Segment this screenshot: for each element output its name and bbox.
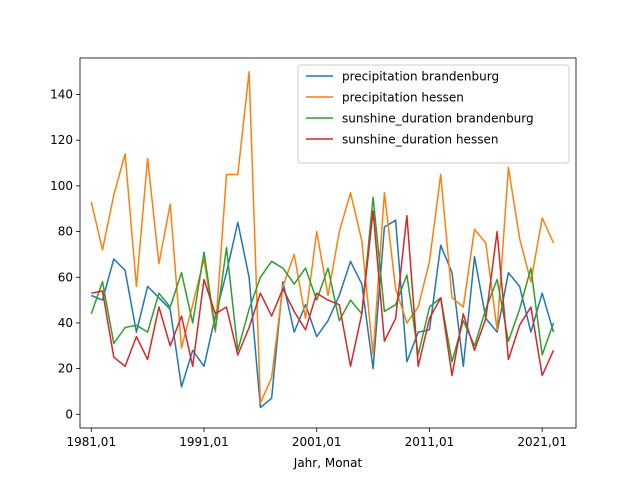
y-tick-label: 100	[50, 179, 73, 193]
series-line-precipitation-brandenburg	[91, 219, 555, 409]
x-tick-label: 2021,01	[517, 435, 567, 449]
x-axis: 1981,01 1991,01 2001,01 2011,01 2021,01	[66, 428, 567, 449]
y-tick-label: 0	[65, 407, 73, 421]
series-layer	[90, 70, 555, 409]
y-tick-label: 40	[58, 316, 73, 330]
y-tick-label: 20	[58, 362, 73, 376]
legend-label: sunshine_duration brandenburg	[342, 112, 534, 126]
y-tick-label: 60	[58, 270, 73, 284]
legend-label: precipitation brandenburg	[342, 70, 499, 84]
y-axis: 0 20 40 60 80 100 120 140	[50, 88, 80, 421]
legend: precipitation brandenburg precipitation h…	[297, 64, 570, 164]
x-axis-label: Jahr, Monat	[293, 456, 363, 470]
series-line-sunshine-duration-brandenburg	[90, 196, 555, 363]
y-tick-label: 80	[58, 225, 73, 239]
x-tick-label: 1981,01	[66, 435, 116, 449]
legend-label: precipitation hessen	[342, 91, 464, 105]
y-tick-label: 140	[50, 88, 73, 102]
series-line-sunshine-duration-hessen	[91, 210, 555, 377]
plot-frame	[79, 57, 577, 429]
legend-label: sunshine_duration hessen	[342, 133, 498, 147]
x-tick-label: 1991,01	[179, 435, 229, 449]
series-line-precipitation-hessen	[90, 70, 555, 404]
legend-box	[297, 64, 570, 164]
x-tick-label: 2001,01	[292, 435, 342, 449]
x-tick-label: 2011,01	[405, 435, 455, 449]
y-tick-label: 120	[50, 133, 73, 147]
